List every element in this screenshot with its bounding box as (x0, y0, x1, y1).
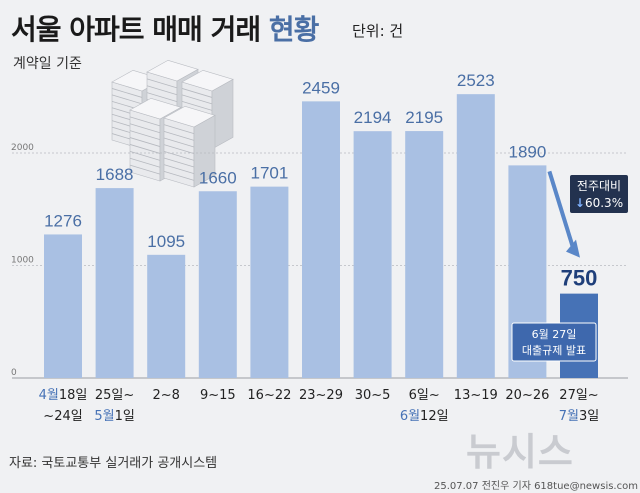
value-label: 2194 (354, 108, 392, 127)
bar (147, 254, 186, 378)
newsis-logo: 뉴시스 (466, 430, 574, 474)
note-line2: 대출규제 발표 (522, 344, 586, 357)
policy-note (511, 322, 597, 362)
bar (44, 234, 82, 378)
value-label: 2195 (405, 108, 443, 127)
note-line1: 6월 27일 (532, 327, 577, 341)
unit-label: 단위: 건 (352, 22, 404, 40)
x-tick-label: ~24일 (43, 409, 82, 424)
x-tick-label: 4월18일 (39, 388, 88, 403)
y-tick-label: 2000 (11, 143, 34, 153)
x-tick-label: 25일~ (95, 388, 134, 403)
value-label: 1890 (508, 142, 546, 161)
value-label: 2459 (302, 78, 340, 97)
value-label: 1688 (96, 165, 134, 184)
x-tick-label: 6월12일 (400, 409, 449, 424)
value-label: 1276 (44, 211, 82, 230)
bar (95, 188, 134, 378)
title-main: 서울 아파트 매매 거래 (11, 13, 261, 46)
basis-label: 계약일 기준 (13, 56, 82, 72)
change-callout (570, 175, 628, 213)
value-label: 1095 (147, 232, 185, 251)
x-tick-label: 6일~ (409, 388, 440, 403)
x-tick-label: 5월1일 (94, 409, 134, 424)
change-value: ↓60.3% (575, 196, 623, 210)
bar (353, 131, 392, 378)
x-tick-label: 13~19 (454, 388, 498, 403)
change-label: 전주대비 (577, 179, 621, 193)
bar (198, 191, 237, 378)
y-tick-label: 1000 (11, 256, 34, 266)
value-label: 1701 (250, 164, 288, 183)
bar (456, 94, 495, 378)
value-labels: 1276 1688 1095 1660 1701 2459 2194 2195 2523 1890… (44, 71, 597, 290)
x-tick-label: 20~26 (505, 388, 549, 403)
credit-line: 25.07.07 전진우 기자 618tue@newsis.com (434, 481, 638, 492)
title-sub: 현황 (268, 13, 320, 46)
y-tick-label: 0 (11, 368, 17, 378)
apartment-building-icon (111, 59, 234, 188)
value-label: 2523 (457, 71, 495, 90)
x-tick-label: 23~29 (299, 388, 343, 403)
source-note: 자료: 국토교통부 실거래가 공개시스템 (9, 456, 218, 471)
page-title: 서울 아파트 매매 거래 현황 (11, 8, 320, 48)
x-tick-label: 27일~ (559, 388, 598, 403)
bar (250, 186, 289, 378)
value-label: 1660 (199, 168, 237, 187)
value-label: 750 (561, 266, 598, 291)
x-tick-label: 2~8 (152, 388, 179, 403)
bars (44, 94, 598, 379)
x-axis-labels: 4월18일 ~24일 25일~ 5월1일 2~8 9~15 16~22 23~29 30~5 6일… (39, 388, 600, 424)
x-tick-label: 9~15 (200, 388, 236, 403)
bar (405, 131, 444, 378)
down-arrow-icon (547, 170, 575, 249)
x-tick-label: 7월3일 (559, 409, 599, 424)
arrow-head-icon (566, 239, 580, 258)
x-tick-label: 30~5 (355, 388, 391, 403)
x-tick-label: 16~22 (247, 388, 291, 403)
bar (302, 101, 340, 379)
